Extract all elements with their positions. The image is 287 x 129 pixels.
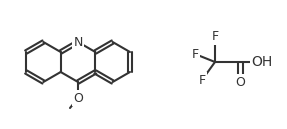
Text: OH: OH <box>251 55 273 69</box>
Text: N: N <box>73 35 83 49</box>
Text: O: O <box>235 75 245 88</box>
Text: F: F <box>212 30 219 43</box>
Text: F: F <box>198 74 205 87</box>
Text: O: O <box>73 91 83 104</box>
Text: F: F <box>191 47 199 61</box>
